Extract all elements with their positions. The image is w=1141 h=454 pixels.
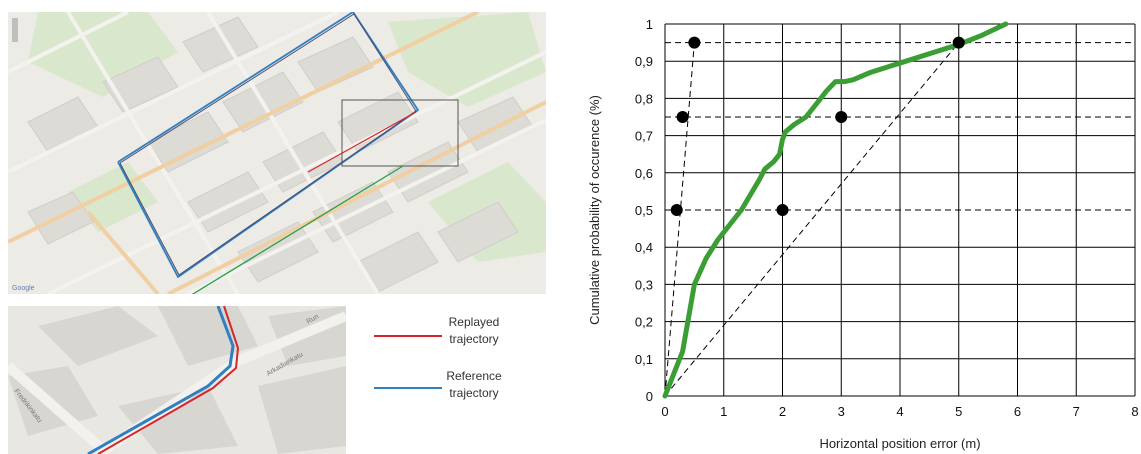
x-axis-label: Horizontal position error (m)	[819, 436, 980, 451]
y-tick-label: 0,8	[635, 91, 653, 106]
chart-grid	[664, 23, 1136, 397]
percentile-marker	[688, 36, 701, 49]
percentile-marker	[835, 111, 848, 123]
y-tick-label: 0,3	[635, 277, 653, 292]
dashed-guides	[664, 42, 960, 397]
zoom-arrow	[191, 165, 404, 294]
y-tick-label: 0,5	[635, 203, 653, 218]
y-tick-label: 1	[646, 17, 653, 32]
x-tick-label: 8	[1131, 404, 1138, 419]
y-tick-label: 0,1	[635, 352, 653, 367]
trajectory-loop	[117, 12, 419, 278]
zoom-inset-map[interactable]: Fredrikinkatu Arkadiankatu Run	[8, 306, 346, 454]
inset-replayed-path	[97, 306, 240, 454]
dashed-guide-line	[664, 42, 960, 397]
map-attribution: Google	[12, 285, 35, 292]
x-tick-label: 7	[1073, 404, 1080, 419]
legend-reference-line2: trajectory	[449, 386, 498, 400]
map-roads	[8, 12, 546, 294]
cdf-series-line	[662, 21, 1009, 399]
x-tick-label: 4	[896, 404, 903, 419]
tick-labels: 0 1 2 3 4 5 6 7 8 0 0,1 0,2 0,3 0,4 0,5 0,6 0,7 0,8 0,9 1	[635, 17, 1139, 419]
y-tick-label: 0,7	[635, 129, 653, 144]
legend-replayed-line2: trajectory	[449, 332, 498, 346]
x-tick-label: 3	[838, 404, 845, 419]
x-tick-label: 0	[661, 404, 668, 419]
cdf-chart: 0 1 2 3 4 5 6 7 8 0 0,1 0,2 0,3 0,4 0,5 0,6 0,7 0,8 0,9 1 H…	[587, 17, 1139, 451]
y-tick-label: 0,2	[635, 315, 653, 330]
inset-reference-path	[87, 306, 235, 454]
trajectory-legend: Replayed trajectory Reference trajectory	[374, 315, 502, 400]
x-tick-label: 1	[720, 404, 727, 419]
percentile-marker	[776, 204, 789, 216]
dashed-guide-line	[664, 42, 695, 397]
x-tick-label: 6	[1014, 404, 1021, 419]
series-layer	[662, 21, 1009, 399]
map-main-roads	[8, 12, 546, 294]
legend-reference-line1: Reference	[446, 369, 502, 383]
y-tick-label: 0,4	[635, 240, 653, 255]
map-overview[interactable]: Google	[8, 12, 546, 294]
y-tick-label: 0	[646, 389, 653, 404]
percentile-markers	[670, 36, 965, 216]
map-zoom-control[interactable]	[12, 18, 18, 42]
y-axis-label: Cumulative probability of occurence (%)	[587, 95, 602, 325]
percentile-marker	[670, 204, 683, 216]
percentile-marker	[676, 111, 689, 123]
zoom-region-box	[341, 99, 459, 167]
x-tick-label: 2	[779, 404, 786, 419]
y-tick-label: 0,9	[635, 54, 653, 69]
x-tick-label: 5	[955, 404, 962, 419]
legend-replayed-line1: Replayed	[449, 315, 500, 329]
percentile-marker	[952, 36, 965, 49]
y-tick-label: 0,6	[635, 166, 653, 181]
